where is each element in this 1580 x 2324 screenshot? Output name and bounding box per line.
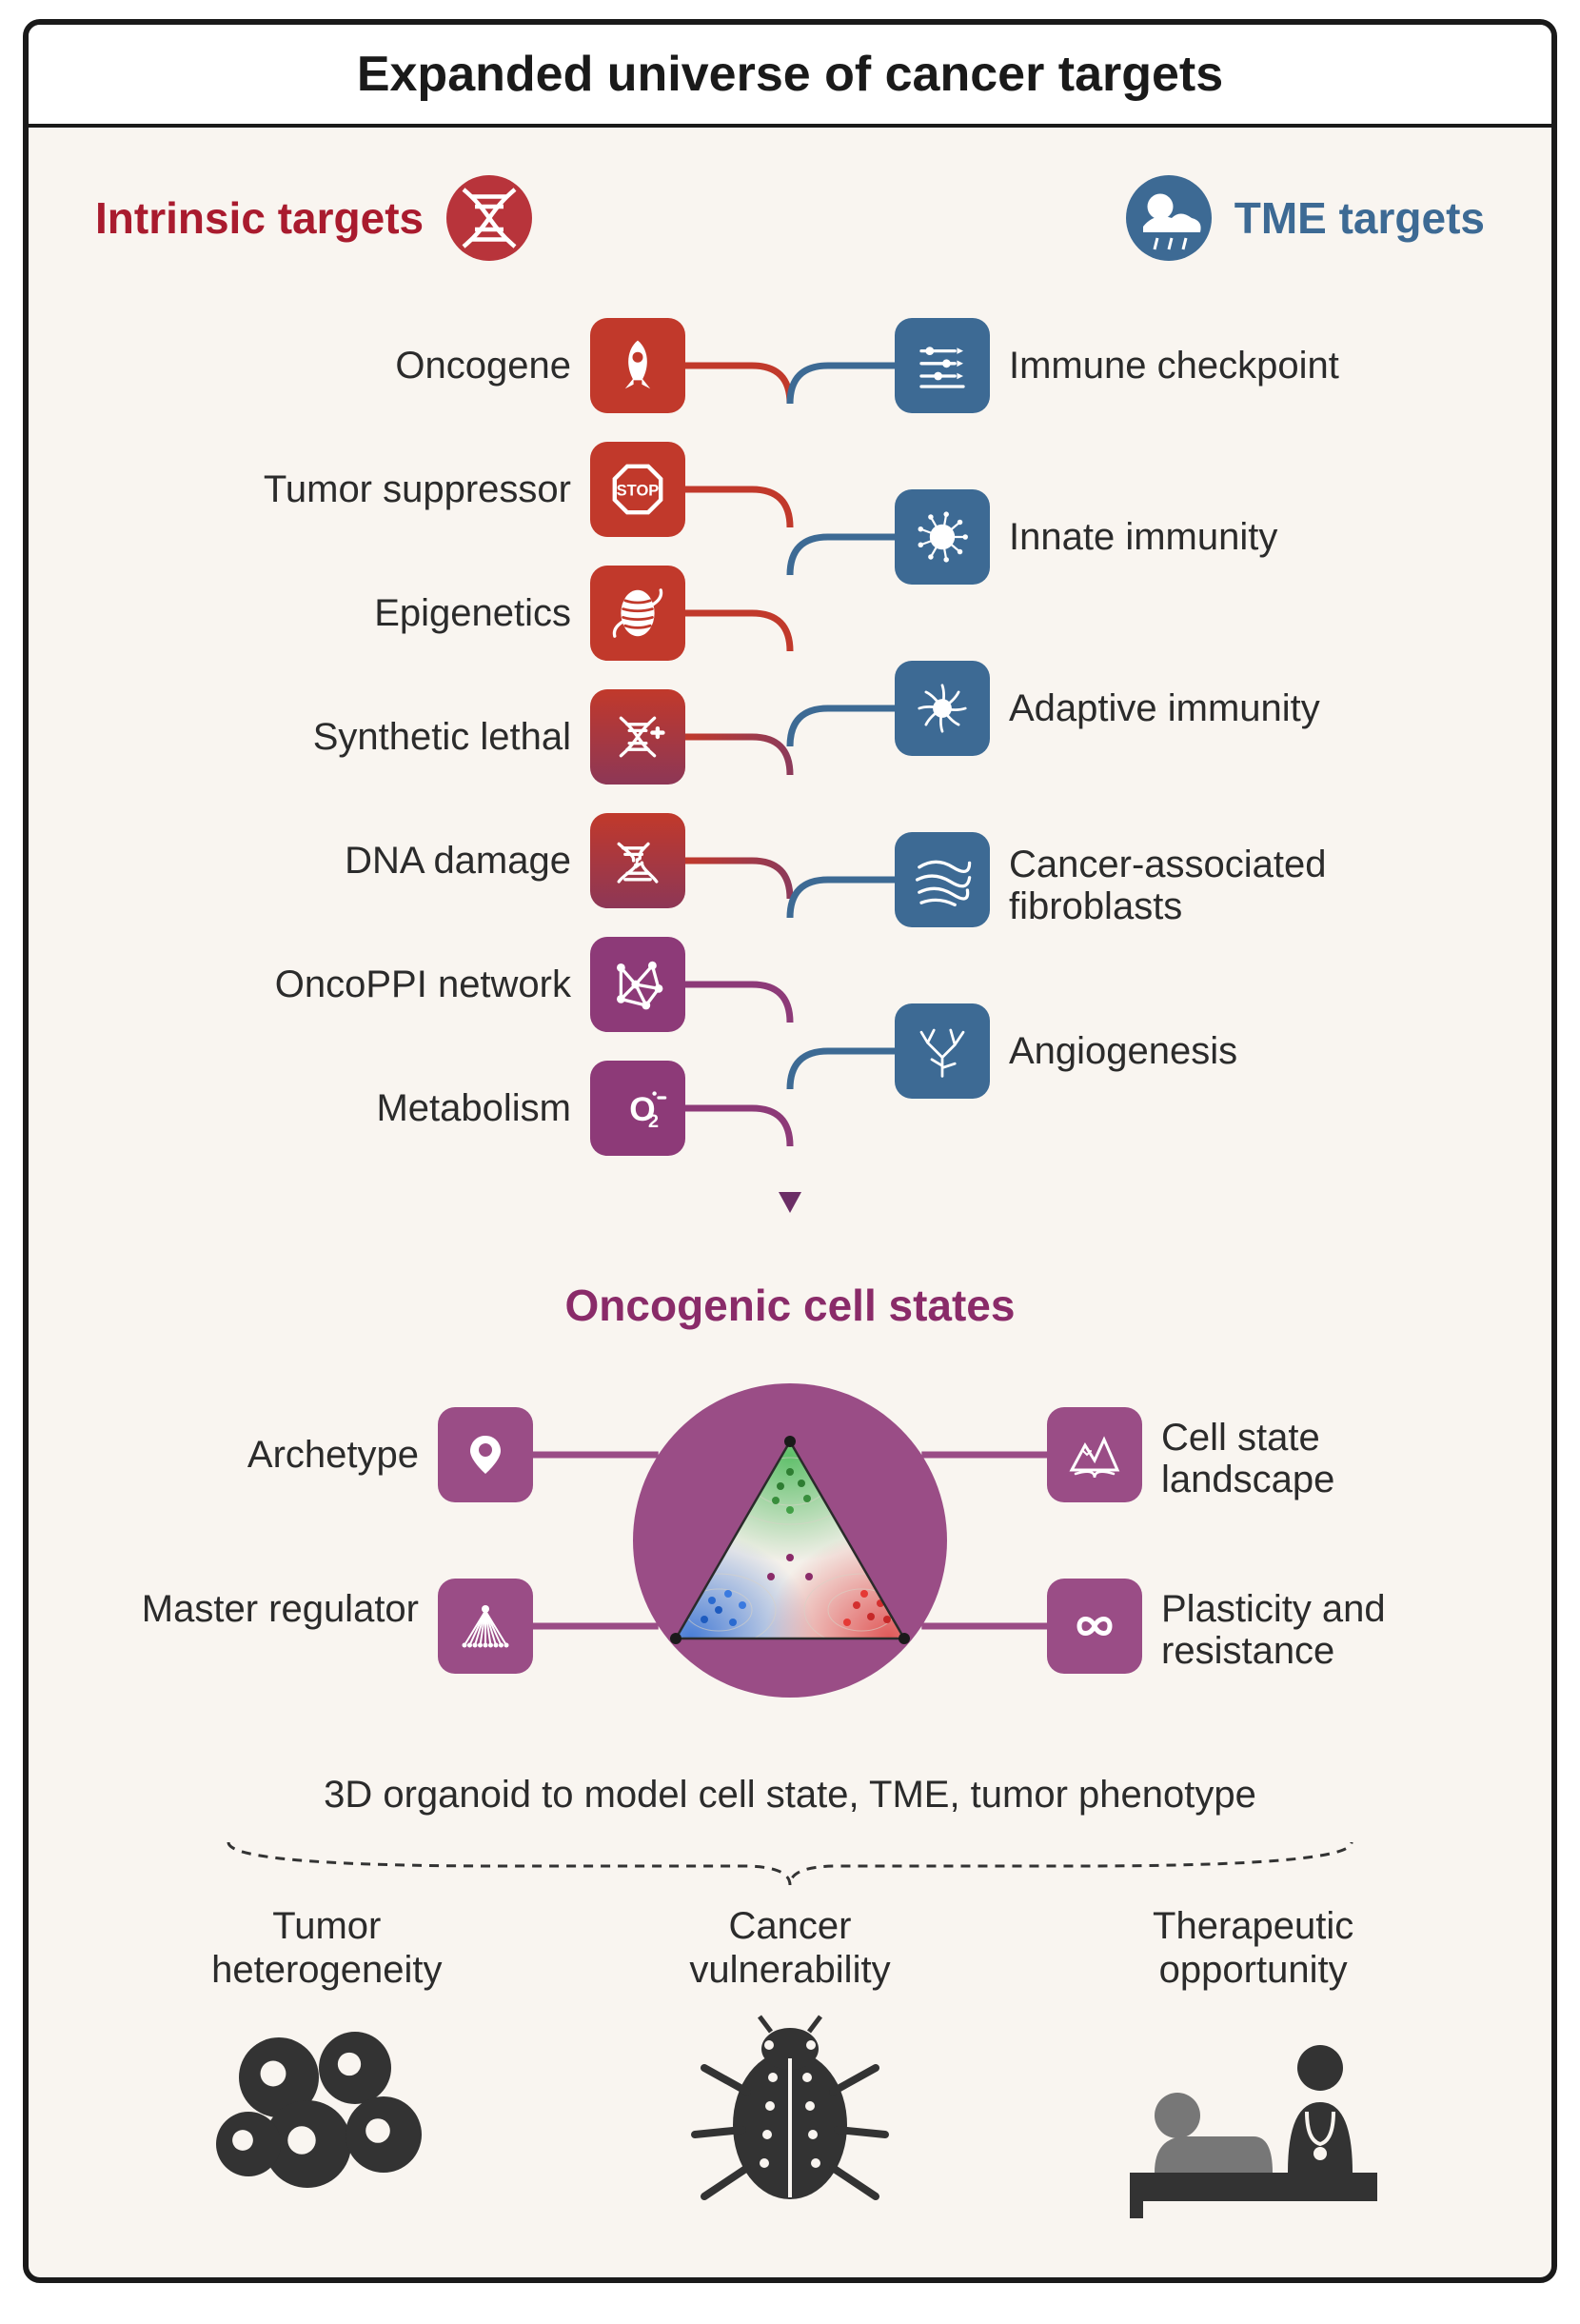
- tme-box-2: [895, 661, 990, 756]
- diagram-content: Intrinsic targets: [29, 128, 1551, 2277]
- intrinsic-label-6: Metabolism: [376, 1087, 571, 1129]
- ocs-box-2: [1047, 1407, 1142, 1502]
- tme-label-4: Angiogenesis: [1009, 1030, 1447, 1072]
- tree-connectors: [95, 280, 1485, 1251]
- result-0: Tumorheterogeneity: [97, 1904, 556, 2220]
- ocs-box-1: [438, 1579, 533, 1674]
- ocs-label-0: Archetype: [114, 1434, 419, 1476]
- result-title-2: Therapeuticopportunity: [1024, 1904, 1483, 1992]
- result-icon-1: [561, 2011, 1019, 2220]
- tme-header-label: TME targets: [1234, 192, 1485, 244]
- result-2: Therapeuticopportunity: [1024, 1904, 1483, 2220]
- result-title-0: Tumorheterogeneity: [97, 1904, 556, 1992]
- intrinsic-label-4: DNA damage: [345, 840, 571, 882]
- ocs-title: Oncogenic cell states: [95, 1280, 1485, 1331]
- weather-icon: [1126, 175, 1212, 261]
- intrinsic-box-4: [590, 813, 685, 908]
- intrinsic-label-3: Synthetic lethal: [313, 716, 571, 758]
- dna-icon: [446, 175, 532, 261]
- tme-box-4: [895, 1003, 990, 1099]
- tme-label-3: Cancer-associated fibroblasts: [1009, 844, 1447, 927]
- ocs-label-1: Master regulator: [114, 1588, 419, 1630]
- intrinsic-label-0: Oncogene: [395, 345, 571, 387]
- ocs-area: Archetype Master regulator Cell state land…: [95, 1341, 1485, 1740]
- organoid-caption: 3D organoid to model cell state, TME, tu…: [95, 1774, 1485, 1817]
- tme-box-1: [895, 489, 990, 585]
- intrinsic-label-5: OncoPPI network: [275, 963, 571, 1005]
- ocs-section: Oncogenic cell states: [95, 1280, 1485, 1740]
- tme-header: TME targets: [1126, 175, 1485, 261]
- tme-label-2: Adaptive immunity: [1009, 687, 1447, 729]
- intrinsic-box-6: O2: [590, 1061, 685, 1156]
- results-row: TumorheterogeneityCancervulnerabilityThe…: [95, 1904, 1485, 2220]
- ocs-central-circle: [633, 1383, 947, 1698]
- result-icon-0: [97, 2011, 556, 2220]
- intrinsic-box-3: [590, 689, 685, 785]
- result-icon-2: [1024, 2011, 1483, 2220]
- diagram-title: Expanded universe of cancer targets: [29, 25, 1551, 128]
- targets-tree: Oncogene STOP Tumor suppressor Epigenetics S…: [95, 280, 1485, 1251]
- intrinsic-header: Intrinsic targets: [95, 175, 532, 261]
- section-headers: Intrinsic targets: [95, 175, 1485, 261]
- ocs-box-3: [1047, 1579, 1142, 1674]
- svg-text:STOP: STOP: [617, 483, 660, 500]
- svg-text:2: 2: [648, 1111, 659, 1132]
- diagram-frame: Expanded universe of cancer targets Intr…: [23, 19, 1557, 2283]
- result-title-1: Cancervulnerability: [561, 1904, 1019, 1992]
- tme-label-1: Innate immunity: [1009, 516, 1447, 558]
- curly-brace: [171, 1828, 1409, 1895]
- intrinsic-label-1: Tumor suppressor: [264, 468, 571, 510]
- intrinsic-box-1: STOP: [590, 442, 685, 537]
- ocs-box-0: [438, 1407, 533, 1502]
- intrinsic-header-label: Intrinsic targets: [95, 192, 424, 244]
- tme-box-0: [895, 318, 990, 413]
- intrinsic-label-2: Epigenetics: [374, 592, 571, 634]
- tme-box-3: [895, 832, 990, 927]
- ocs-label-3: Plasticity and resistance: [1161, 1588, 1466, 1672]
- ocs-label-2: Cell state landscape: [1161, 1417, 1466, 1500]
- result-1: Cancervulnerability: [561, 1904, 1019, 2220]
- intrinsic-box-2: [590, 566, 685, 661]
- triangle-plot: [666, 1434, 914, 1648]
- intrinsic-box-5: [590, 937, 685, 1032]
- tme-label-0: Immune checkpoint: [1009, 345, 1447, 387]
- intrinsic-box-0: [590, 318, 685, 413]
